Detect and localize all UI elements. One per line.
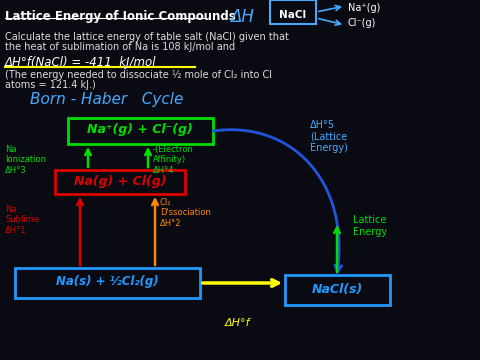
Text: Na
Sublime
ΔH°1: Na Sublime ΔH°1 <box>5 205 39 235</box>
Text: Cl⁻(g): Cl⁻(g) <box>348 18 376 28</box>
Text: ΔH°f(NaCl) = -411  kJ/mol: ΔH°f(NaCl) = -411 kJ/mol <box>5 56 156 69</box>
Text: NaCl(s): NaCl(s) <box>312 283 362 296</box>
Text: ΔH°5
(Lattice
Energy): ΔH°5 (Lattice Energy) <box>310 120 348 153</box>
Text: Lattice
Energy: Lattice Energy <box>353 215 387 237</box>
Text: ΔH: ΔH <box>230 8 254 26</box>
Text: Na⁺(g): Na⁺(g) <box>348 3 380 13</box>
FancyArrowPatch shape <box>213 130 342 272</box>
Text: atoms = 121.4 kJ.): atoms = 121.4 kJ.) <box>5 80 96 90</box>
Text: Na
Ionization
ΔH°3: Na Ionization ΔH°3 <box>5 145 46 175</box>
Text: Na⁺(g) + Cl⁻(g): Na⁺(g) + Cl⁻(g) <box>87 122 193 135</box>
Text: -(Electron
Affinity)
ΔH°4: -(Electron Affinity) ΔH°4 <box>153 145 194 175</box>
Text: ΔH°f: ΔH°f <box>224 318 250 328</box>
Text: Na(s) + ½Cl₂(g): Na(s) + ½Cl₂(g) <box>56 275 158 288</box>
Text: NaCl: NaCl <box>279 10 307 20</box>
Text: Na(g) + Cl(g): Na(g) + Cl(g) <box>74 175 166 188</box>
Text: the heat of sublimation of Na is 108 kJ/mol and: the heat of sublimation of Na is 108 kJ/… <box>5 42 235 52</box>
Text: Calculate the lattice energy of table salt (NaCl) given that: Calculate the lattice energy of table sa… <box>5 32 289 42</box>
Text: (The energy needed to dissociate ½ mole of Cl₂ into Cl: (The energy needed to dissociate ½ mole … <box>5 70 272 80</box>
Text: Born - Haber   Cycle: Born - Haber Cycle <box>30 92 183 107</box>
Text: Cl₂
D'ssociation
ΔH°2: Cl₂ D'ssociation ΔH°2 <box>160 198 211 228</box>
Text: Lattice Energy of Ionic Compounds: Lattice Energy of Ionic Compounds <box>5 10 236 23</box>
